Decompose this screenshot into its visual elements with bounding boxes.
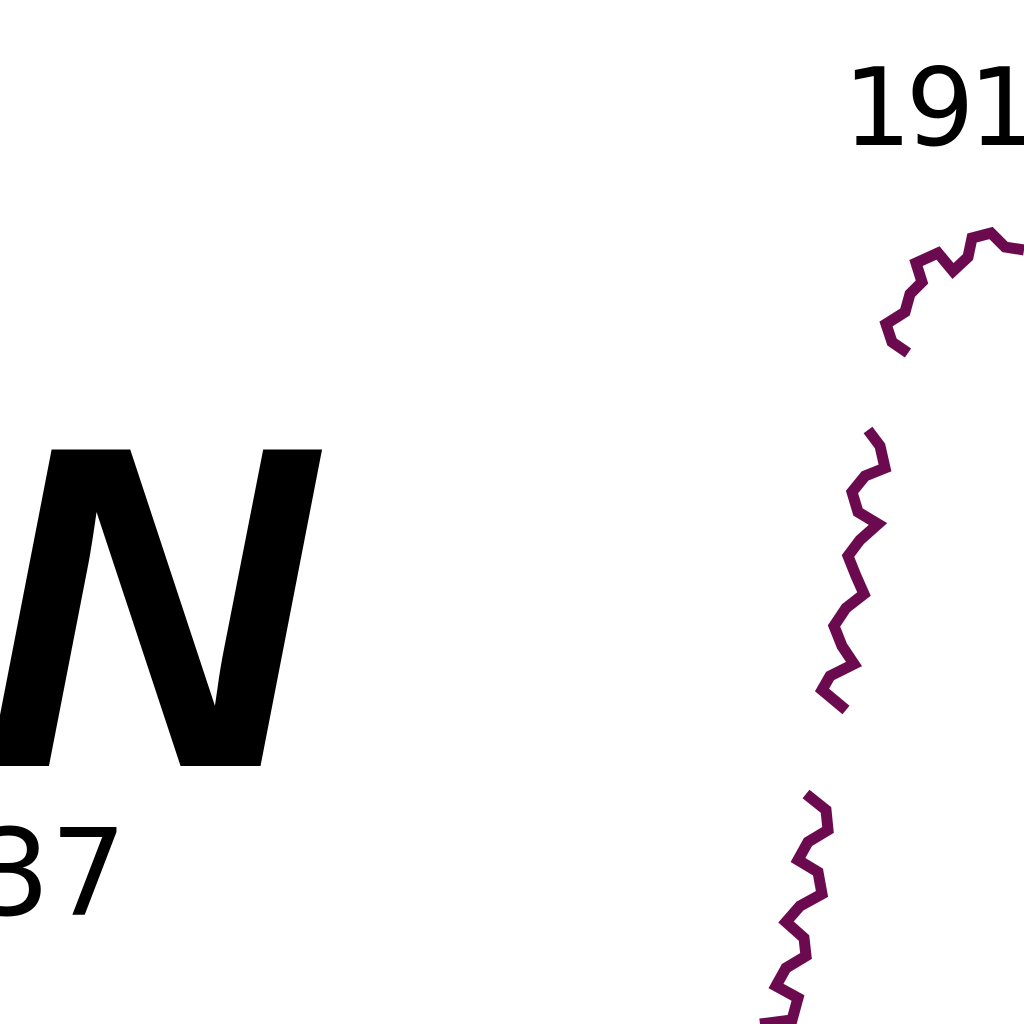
nitrogen-atom-label: N [0,351,315,864]
wavy-bond-top-right [879,226,1024,358]
wavy-bond-middle [814,426,892,715]
top-position-number: 191 [843,46,1024,171]
wavy-bond-bottom [759,789,834,1024]
left-position-number: 37 [0,805,127,944]
